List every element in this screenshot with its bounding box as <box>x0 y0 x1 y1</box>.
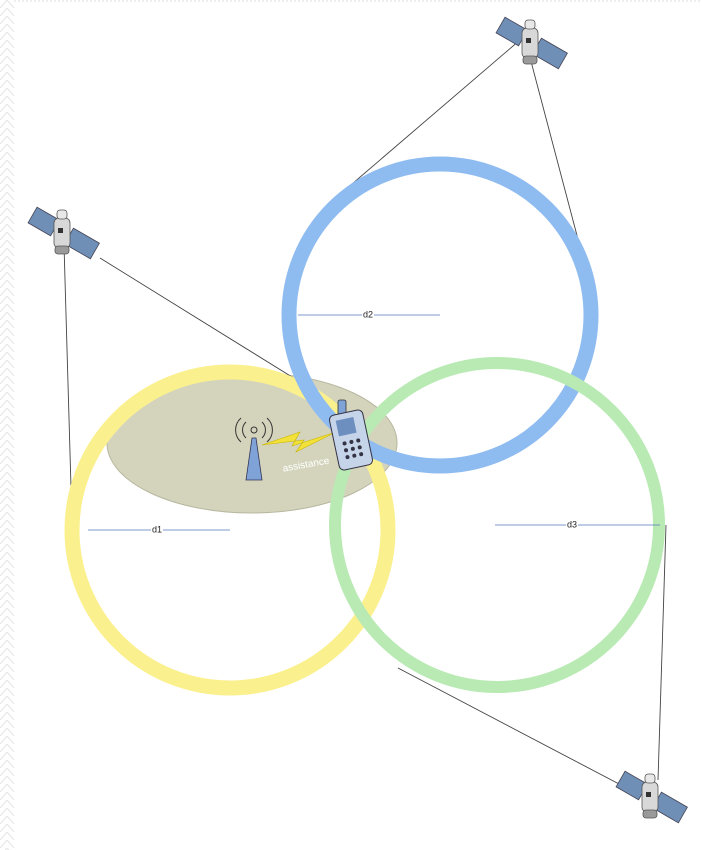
label-d3: d3 <box>567 519 577 529</box>
label-d2: d2 <box>363 309 373 319</box>
satellite <box>28 207 99 259</box>
edge-pattern <box>0 0 14 850</box>
diagram: d1 d2 d3 assistance <box>0 0 702 850</box>
satellite <box>616 771 687 823</box>
label-d1: d1 <box>152 524 162 534</box>
satellite <box>496 17 567 69</box>
